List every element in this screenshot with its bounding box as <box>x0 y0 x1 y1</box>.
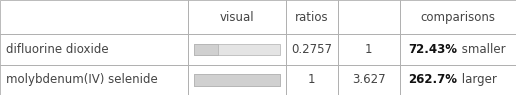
Bar <box>0 34 188 65</box>
Text: 72.43%: 72.43% <box>409 43 457 56</box>
Text: difluorine dioxide: difluorine dioxide <box>6 43 109 56</box>
Text: 3.627: 3.627 <box>352 73 385 86</box>
Bar <box>338 34 399 65</box>
Bar <box>188 65 286 95</box>
Bar <box>194 74 280 86</box>
Bar <box>399 65 515 95</box>
Bar <box>188 34 286 65</box>
Text: 1: 1 <box>365 43 372 56</box>
Bar <box>338 65 399 95</box>
Bar <box>286 0 338 34</box>
Text: 0.2757: 0.2757 <box>292 43 333 56</box>
Bar <box>194 44 218 55</box>
Text: 262.7%: 262.7% <box>409 73 457 86</box>
Text: larger: larger <box>457 73 496 86</box>
Bar <box>399 0 515 34</box>
Bar <box>188 0 286 34</box>
Bar <box>399 34 515 65</box>
Text: comparisons: comparisons <box>420 11 495 24</box>
Bar <box>194 44 280 55</box>
Bar <box>286 65 338 95</box>
Bar <box>0 0 188 34</box>
Text: visual: visual <box>220 11 254 24</box>
Bar <box>0 65 188 95</box>
Text: ratios: ratios <box>295 11 329 24</box>
Text: smaller: smaller <box>457 43 505 56</box>
Bar <box>286 34 338 65</box>
Text: 1: 1 <box>308 73 315 86</box>
Bar <box>338 0 399 34</box>
Bar <box>194 74 280 86</box>
Text: molybdenum(IV) selenide: molybdenum(IV) selenide <box>6 73 158 86</box>
